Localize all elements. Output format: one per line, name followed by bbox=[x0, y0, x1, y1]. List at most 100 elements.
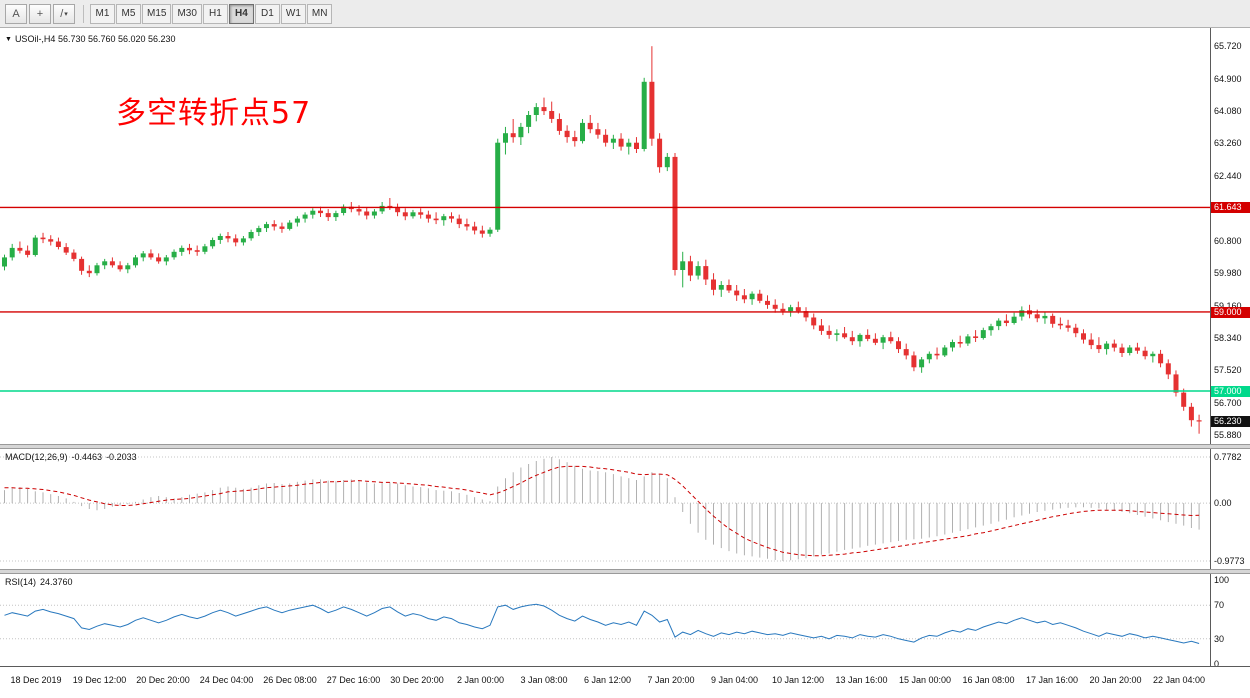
level-price-tag: 57.000 bbox=[1211, 386, 1250, 397]
candle-body bbox=[133, 257, 138, 266]
candle-body bbox=[695, 266, 701, 276]
candle-body bbox=[233, 238, 239, 243]
candle-body bbox=[772, 304, 778, 309]
candle-body bbox=[1019, 310, 1025, 317]
macd-label: MACD(12,26,9) -0.4463 -0.2033 bbox=[5, 452, 141, 462]
candle-body bbox=[140, 253, 146, 258]
candle-body bbox=[926, 353, 932, 360]
time-axis[interactable]: 18 Dec 2019 19 Dec 12:00 20 Dec 20:00 24 De… bbox=[0, 666, 1250, 698]
collapse-icon[interactable]: ▼ bbox=[5, 36, 12, 43]
candle-body bbox=[618, 138, 624, 147]
rsi-axis-label: 0 bbox=[1214, 658, 1220, 669]
timeframe-button-m30[interactable]: M30 bbox=[172, 3, 202, 24]
price-plot[interactable] bbox=[0, 28, 1210, 444]
candle-body bbox=[125, 265, 131, 270]
rsi-axis[interactable]: 100 70 30 0 bbox=[1210, 574, 1250, 669]
candle-body bbox=[418, 212, 424, 215]
time-axis-label: 20 Jan 20:00 bbox=[1089, 675, 1142, 685]
candle-body bbox=[849, 337, 855, 342]
candle-body bbox=[980, 330, 986, 338]
candle-body bbox=[1042, 315, 1048, 319]
candle-body bbox=[425, 214, 431, 219]
panel-splitter-2[interactable] bbox=[0, 569, 1250, 574]
panel-splitter-1[interactable] bbox=[0, 444, 1250, 449]
price-axis-label: 62.440 bbox=[1214, 170, 1242, 181]
price-axis-label: 63.260 bbox=[1214, 138, 1242, 149]
candle-body bbox=[318, 210, 323, 214]
candle-body bbox=[341, 206, 347, 213]
candle-body bbox=[302, 214, 308, 219]
time-axis-label: 24 Dec 04:00 bbox=[199, 675, 254, 685]
candle-body bbox=[279, 226, 285, 229]
candle-body bbox=[572, 137, 578, 142]
candle-body bbox=[664, 156, 670, 168]
rsi-plot[interactable] bbox=[0, 574, 1210, 666]
candle-body bbox=[788, 307, 794, 312]
timeframe-button-d1[interactable]: D1 bbox=[254, 3, 280, 24]
candle-body bbox=[911, 355, 917, 368]
price-axis[interactable]: 65.720 64.900 64.080 63.260 62.440 60.800 59.9… bbox=[1210, 28, 1250, 444]
timeframe-button-m15[interactable]: M15 bbox=[142, 3, 172, 24]
candle-body bbox=[1134, 347, 1140, 351]
candle-body bbox=[402, 212, 408, 217]
candle-body bbox=[364, 211, 370, 216]
candle-body bbox=[325, 213, 331, 218]
cursor-tool-button[interactable]: A bbox=[5, 3, 27, 24]
candle-body bbox=[1065, 325, 1071, 328]
chart-body: ▼ USOil-,H4 56.730 56.760 56.020 56.230 多… bbox=[0, 28, 1250, 698]
candle-body bbox=[919, 359, 925, 368]
candle-body bbox=[179, 247, 185, 252]
candle-body bbox=[1050, 315, 1056, 324]
dropdown-caret-icon: ▾ bbox=[64, 10, 68, 18]
candle-body bbox=[533, 107, 539, 115]
candle-body bbox=[333, 213, 339, 218]
candle-body bbox=[94, 265, 100, 274]
toolbar-separator bbox=[83, 4, 84, 23]
price-axis-label: 64.080 bbox=[1214, 106, 1242, 117]
candle-body bbox=[9, 247, 15, 258]
price-axis-label: 58.340 bbox=[1214, 333, 1242, 344]
timeframe-button-w1[interactable]: W1 bbox=[280, 3, 306, 24]
candle-body bbox=[718, 285, 724, 290]
candle-body bbox=[757, 293, 763, 301]
candle-body bbox=[996, 320, 1002, 327]
candle-body bbox=[86, 270, 92, 274]
time-axis-label: 22 Jan 04:00 bbox=[1152, 675, 1206, 685]
timeframe-button-h4[interactable]: H4 bbox=[228, 3, 254, 24]
candle-body bbox=[687, 261, 693, 276]
candle-body bbox=[271, 224, 277, 227]
chart-annotation-text: 多空转折点57 bbox=[116, 96, 312, 131]
candle-body bbox=[1165, 363, 1171, 375]
candle-body bbox=[818, 325, 824, 331]
rsi-line bbox=[4, 603, 1200, 644]
timeframe-button-m1[interactable]: M1 bbox=[90, 3, 115, 24]
candle-body bbox=[1142, 350, 1148, 357]
candle-body bbox=[1096, 345, 1102, 350]
macd-axis[interactable]: 0.7782 0.00 -0.9773 bbox=[1210, 449, 1250, 569]
draw-tool-button[interactable]: / ▾ bbox=[53, 3, 75, 24]
candle-body bbox=[194, 250, 200, 252]
timeframe-button-h1[interactable]: H1 bbox=[202, 3, 228, 24]
candle-body bbox=[657, 138, 663, 168]
candle-body bbox=[1196, 420, 1202, 422]
candle-body bbox=[610, 138, 616, 143]
macd-value-main: -0.4463 bbox=[71, 452, 103, 462]
crosshair-tool-button[interactable]: + bbox=[29, 3, 51, 24]
macd-plot[interactable] bbox=[0, 449, 1210, 569]
candle-body bbox=[32, 237, 38, 255]
time-axis-label: 19 Dec 12:00 bbox=[72, 675, 127, 685]
candle-body bbox=[1181, 392, 1187, 407]
candle-body bbox=[248, 232, 254, 239]
time-axis-label: 26 Dec 08:00 bbox=[263, 675, 317, 685]
candle-body bbox=[109, 261, 115, 266]
timeframe-button-m5[interactable]: M5 bbox=[116, 3, 141, 24]
macd-axis-label: 0.7782 bbox=[1214, 451, 1242, 462]
macd-panel: MACD(12,26,9) -0.4463 -0.2033 0.7782 0.00 -0… bbox=[0, 449, 1250, 569]
candle-body bbox=[1011, 316, 1017, 323]
candle-body bbox=[371, 211, 377, 216]
candle-body bbox=[1104, 343, 1110, 350]
candle-body bbox=[395, 207, 401, 213]
candle-body bbox=[549, 111, 555, 119]
timeframe-button-mn[interactable]: MN bbox=[306, 3, 333, 24]
candle-body bbox=[55, 241, 61, 247]
